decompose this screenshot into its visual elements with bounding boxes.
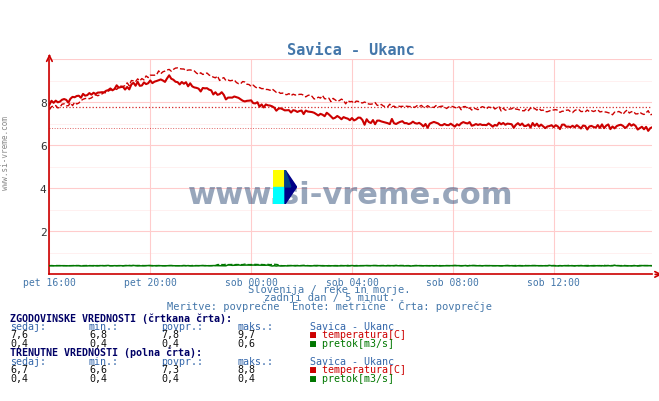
Polygon shape [285,170,297,205]
Text: Meritve: povprečne  Enote: metrične  Črta: povprečje: Meritve: povprečne Enote: metrične Črta:… [167,300,492,312]
Text: ■ pretok[m3/s]: ■ pretok[m3/s] [310,338,393,348]
Text: min.:: min.: [89,356,119,366]
Text: 7,6: 7,6 [10,330,28,340]
Text: 0,4: 0,4 [89,373,107,383]
Text: 7,8: 7,8 [161,330,179,340]
Text: sedaj:: sedaj: [10,322,46,332]
Bar [273,170,285,188]
Text: maks.:: maks.: [237,322,273,332]
Text: 6,8: 6,8 [89,330,107,340]
Text: 0,4: 0,4 [89,338,107,348]
Text: Slovenija / reke in morje.: Slovenija / reke in morje. [248,284,411,294]
Text: ■ temperatura[C]: ■ temperatura[C] [310,364,406,374]
Text: zadnji dan / 5 minut.: zadnji dan / 5 minut. [264,293,395,303]
Polygon shape [285,170,291,188]
Text: ■ pretok[m3/s]: ■ pretok[m3/s] [310,373,393,383]
Text: 8,8: 8,8 [237,364,255,374]
Text: povpr.:: povpr.: [161,322,204,332]
Text: Savica - Ukanc: Savica - Ukanc [310,322,393,332]
Text: www.si-vreme.com: www.si-vreme.com [188,181,513,210]
Text: 6,6: 6,6 [89,364,107,374]
Text: 0,4: 0,4 [161,338,179,348]
Text: 9,7: 9,7 [237,330,255,340]
Text: 0,4: 0,4 [237,373,255,383]
Text: ZGODOVINSKE VREDNOSTI (črtkana črta):: ZGODOVINSKE VREDNOSTI (črtkana črta): [10,312,232,323]
Text: 7,3: 7,3 [161,364,179,374]
Text: povpr.:: povpr.: [161,356,204,366]
Text: Savica - Ukanc: Savica - Ukanc [310,356,393,366]
Text: maks.:: maks.: [237,356,273,366]
Text: 0,4: 0,4 [10,338,28,348]
Text: www.si-vreme.com: www.si-vreme.com [1,115,10,189]
Text: 6,7: 6,7 [10,364,28,374]
Text: min.:: min.: [89,322,119,332]
Text: TRENUTNE VREDNOSTI (polna črta):: TRENUTNE VREDNOSTI (polna črta): [10,347,202,357]
Text: 0,4: 0,4 [161,373,179,383]
Text: 0,4: 0,4 [10,373,28,383]
Text: ■ temperatura[C]: ■ temperatura[C] [310,330,406,340]
Bar [273,188,285,205]
Text: sedaj:: sedaj: [10,356,46,366]
Title: Savica - Ukanc: Savica - Ukanc [287,43,415,58]
Text: 0,6: 0,6 [237,338,255,348]
